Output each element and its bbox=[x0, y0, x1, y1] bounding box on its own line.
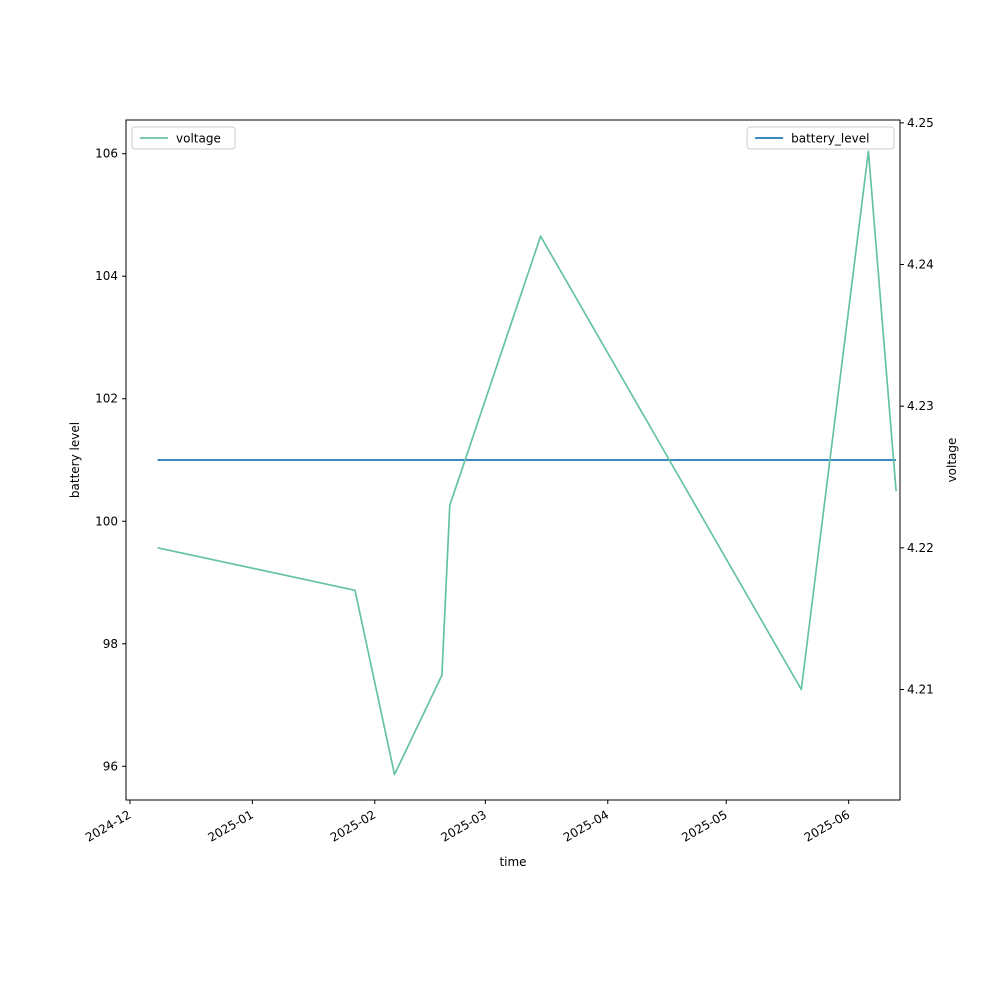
plot-frame bbox=[125, 119, 901, 801]
y-tick-label-left: 96 bbox=[103, 759, 118, 773]
y-tick-label-right: 4.21 bbox=[907, 683, 934, 697]
y-axis-label-left: battery level bbox=[68, 422, 82, 498]
legend-label-battery-level: battery_level bbox=[791, 132, 869, 146]
y-axis-label-right: voltage bbox=[945, 438, 959, 483]
legend-label-voltage: voltage bbox=[176, 132, 221, 146]
y-tick-label-left: 104 bbox=[95, 269, 118, 283]
series-line-voltage bbox=[157, 150, 897, 776]
y-tick-label-right: 4.25 bbox=[907, 116, 934, 130]
y-tick-label-left: 102 bbox=[95, 392, 118, 406]
y-tick-label-left: 100 bbox=[95, 514, 118, 528]
legend-box bbox=[746, 126, 895, 150]
x-axis-label: time bbox=[499, 855, 526, 869]
legend-box bbox=[131, 126, 236, 150]
y-tick-label-left: 106 bbox=[95, 147, 118, 161]
y-tick-label-right: 4.23 bbox=[907, 399, 934, 413]
y-tick-label-right: 4.22 bbox=[907, 541, 934, 555]
y-tick-label-right: 4.24 bbox=[907, 258, 934, 272]
y-tick-label-left: 98 bbox=[103, 637, 118, 651]
